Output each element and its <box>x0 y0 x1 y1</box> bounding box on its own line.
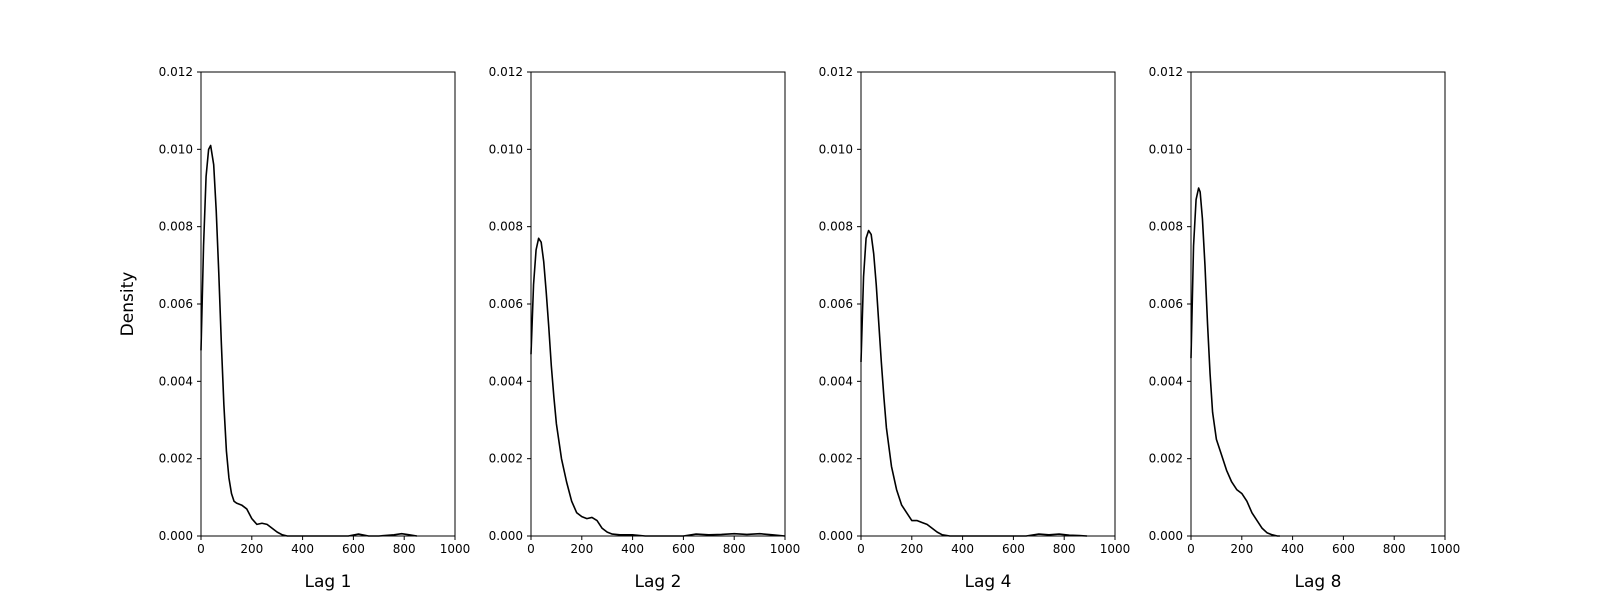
x-axis-label: Lag 1 <box>305 572 352 592</box>
y-tick-label: 0.002 <box>819 452 853 466</box>
y-tick-label: 0.004 <box>489 374 523 388</box>
x-tick-label: 400 <box>621 542 644 556</box>
y-tick-label: 0.006 <box>819 297 853 311</box>
x-tick-label: 800 <box>723 542 746 556</box>
x-tick-label: 800 <box>393 542 416 556</box>
x-tick-label: 0 <box>527 542 535 556</box>
x-tick-label: 200 <box>570 542 593 556</box>
y-tick-label: 0.010 <box>1149 142 1183 156</box>
y-tick-label: 0.012 <box>159 65 193 79</box>
y-tick-label: 0.002 <box>159 452 193 466</box>
y-tick-label: 0.000 <box>159 529 193 543</box>
subplot-3: 0.000 0.002 0.004 0.006 0.008 0.010 0.012 0 200 4… <box>819 65 1131 592</box>
y-tick-label: 0.008 <box>819 220 853 234</box>
x-tick-label: 600 <box>1332 542 1355 556</box>
x-tick-label: 400 <box>291 542 314 556</box>
density-curve <box>860 229 1088 537</box>
y-tick-label: 0.010 <box>159 142 193 156</box>
y-axis-label: Density <box>118 272 138 337</box>
y-tick-label: 0.002 <box>1149 452 1183 466</box>
subplot-1: 0.000 0.002 0.004 0.006 0.008 0.010 0.012 0 200 4… <box>118 65 470 592</box>
x-tick-label: 0 <box>857 542 865 556</box>
subplot-2: 0.000 0.002 0.004 0.006 0.008 0.010 0.012 0 200 4… <box>489 65 801 592</box>
x-axis-label: Lag 4 <box>965 572 1012 592</box>
x-axis-label: Lag 2 <box>635 572 682 592</box>
x-tick-label: 600 <box>1002 542 1025 556</box>
plot-frame <box>200 71 456 537</box>
x-tick-label: 400 <box>1281 542 1304 556</box>
plot-frame <box>530 71 786 537</box>
y-tick-label: 0.008 <box>1149 220 1183 234</box>
subplot-4: 0.000 0.002 0.004 0.006 0.008 0.010 0.012 0 200 4… <box>1149 65 1461 592</box>
plot-frame <box>860 71 1116 537</box>
x-tick-label: 1000 <box>770 542 801 556</box>
y-tick-label: 0.010 <box>819 142 853 156</box>
x-tick-label: 600 <box>672 542 695 556</box>
y-tick-label: 0.012 <box>819 65 853 79</box>
x-tick-label: 800 <box>1383 542 1406 556</box>
x-tick-label: 1000 <box>1100 542 1131 556</box>
y-tick-label: 0.006 <box>1149 297 1183 311</box>
y-tick-label: 0.004 <box>159 374 193 388</box>
y-tick-label: 0.006 <box>489 297 523 311</box>
y-tick-label: 0.000 <box>819 529 853 543</box>
y-tick-label: 0.006 <box>159 297 193 311</box>
x-tick-label: 0 <box>1187 542 1195 556</box>
y-tick-label: 0.008 <box>489 220 523 234</box>
y-tick-label: 0.010 <box>489 142 523 156</box>
x-tick-label: 200 <box>240 542 263 556</box>
x-tick-label: 0 <box>197 542 205 556</box>
x-tick-label: 1000 <box>1430 542 1461 556</box>
x-tick-label: 1000 <box>440 542 471 556</box>
x-tick-label: 200 <box>1230 542 1253 556</box>
y-tick-label: 0.004 <box>1149 374 1183 388</box>
y-tick-label: 0.012 <box>489 65 523 79</box>
density-curve <box>530 237 786 537</box>
x-tick-label: 600 <box>342 542 365 556</box>
y-tick-label: 0.008 <box>159 220 193 234</box>
x-tick-label: 400 <box>951 542 974 556</box>
plot-frame <box>1190 71 1446 537</box>
y-tick-label: 0.004 <box>819 374 853 388</box>
y-tick-label: 0.000 <box>1149 529 1183 543</box>
y-tick-label: 0.002 <box>489 452 523 466</box>
y-tick-label: 0.000 <box>489 529 523 543</box>
density-curve <box>200 144 418 537</box>
y-tick-label: 0.012 <box>1149 65 1183 79</box>
x-axis-label: Lag 8 <box>1295 572 1342 592</box>
density-curve <box>1190 187 1280 537</box>
x-tick-label: 200 <box>900 542 923 556</box>
x-tick-label: 800 <box>1053 542 1076 556</box>
